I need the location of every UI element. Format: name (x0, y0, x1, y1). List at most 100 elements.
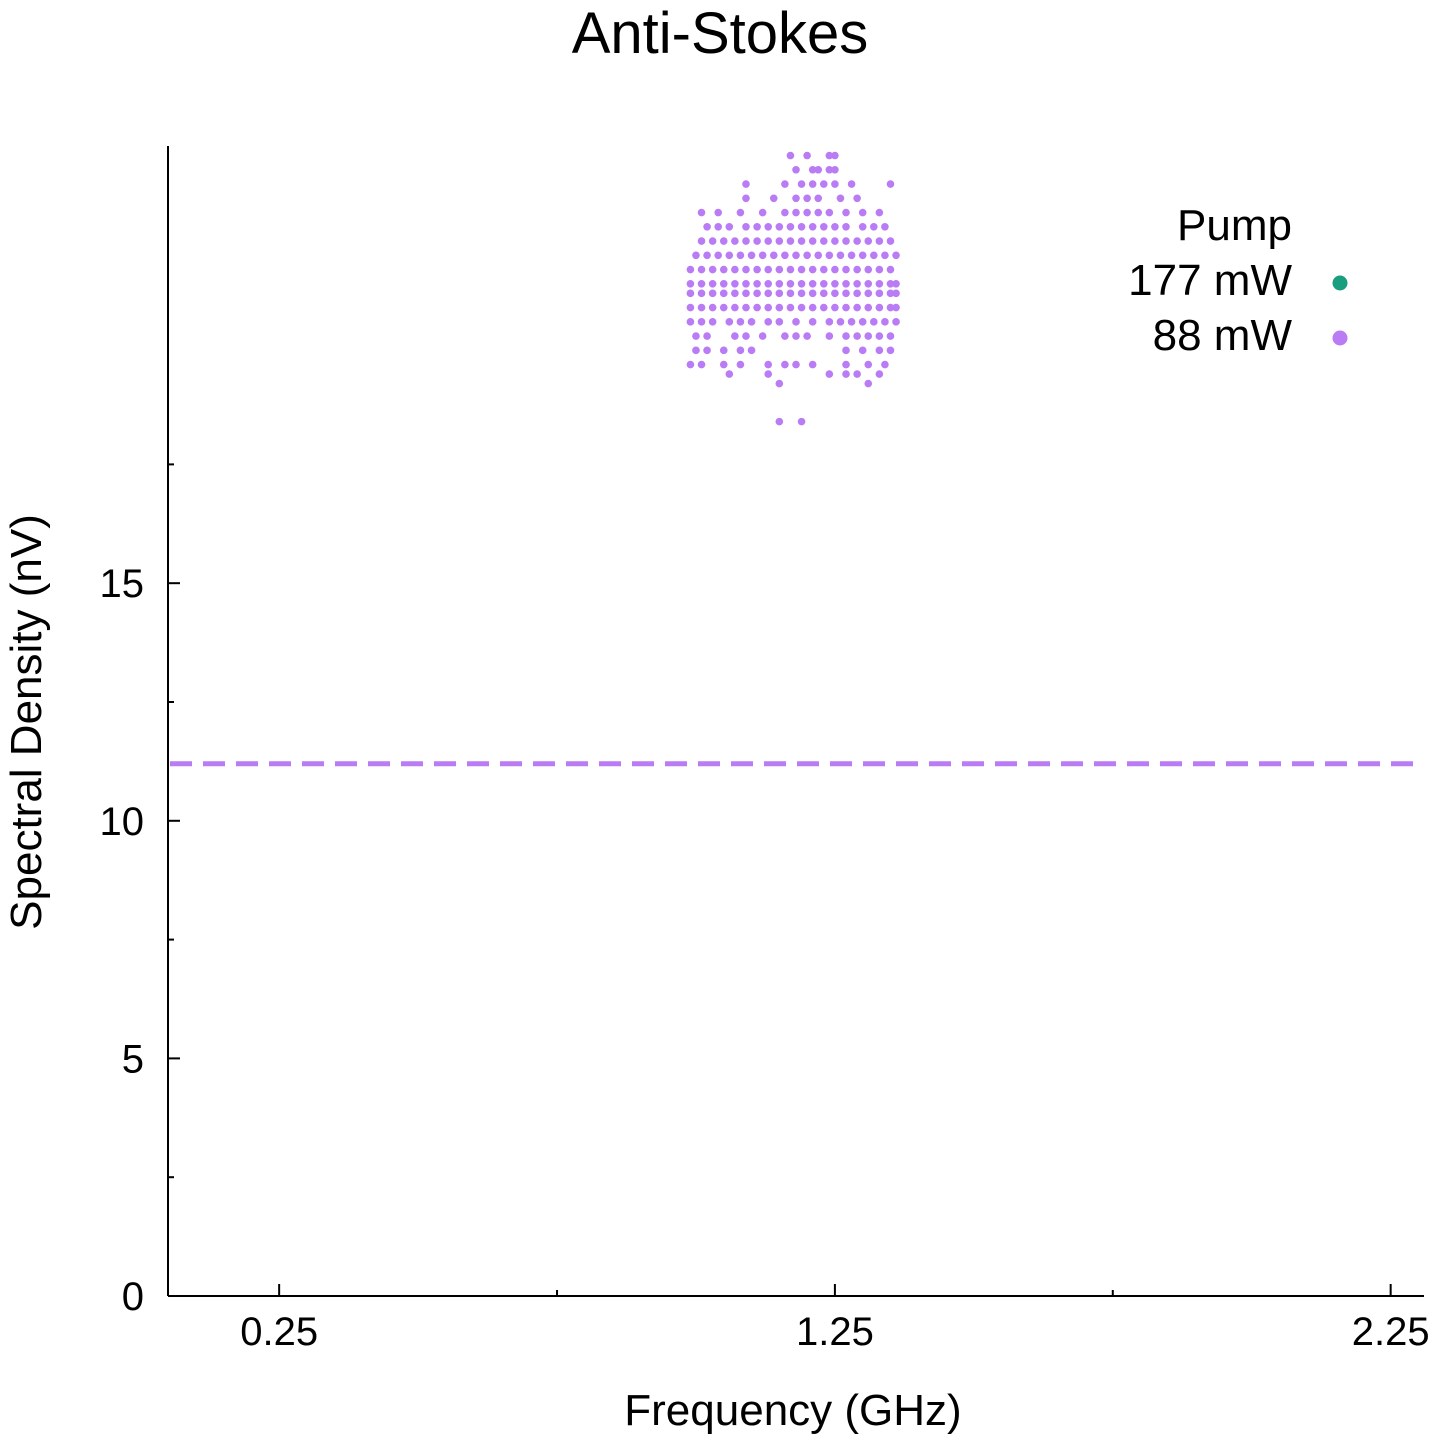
data-point (731, 280, 739, 288)
data-point (831, 151, 839, 160)
data-point (819, 289, 828, 298)
data-point (714, 208, 722, 217)
data-point (747, 251, 756, 260)
y-tick-label: 15 (100, 562, 145, 606)
data-point (864, 289, 873, 298)
data-point (686, 318, 695, 326)
data-point (853, 265, 861, 274)
data-point (781, 360, 789, 369)
data-point (708, 265, 717, 274)
data-point (842, 303, 850, 312)
data-point (853, 289, 861, 298)
data-point (742, 194, 750, 203)
data-point (775, 280, 784, 288)
series-points (686, 151, 900, 426)
data-point (803, 251, 811, 260)
data-point (858, 318, 867, 326)
data-point (747, 318, 756, 326)
data-point (819, 303, 828, 312)
data-point (708, 280, 717, 288)
data-point (714, 222, 722, 231)
data-point (708, 289, 717, 298)
data-point (692, 346, 700, 355)
data-point (825, 318, 834, 326)
data-point (725, 251, 734, 260)
data-point (725, 370, 734, 378)
data-point (881, 222, 889, 231)
data-point (808, 289, 817, 298)
data-point (786, 289, 795, 298)
data-point (764, 370, 773, 378)
data-point (753, 237, 761, 245)
data-point (853, 332, 861, 340)
data-point (758, 332, 767, 340)
data-point (742, 280, 750, 288)
data-point (731, 332, 739, 340)
legend-label: 88 mW (1153, 311, 1293, 360)
data-point (842, 289, 850, 298)
data-point (731, 303, 739, 312)
data-point (842, 280, 850, 288)
data-point (686, 289, 695, 298)
data-point (886, 180, 895, 188)
data-point (686, 360, 695, 369)
data-point (881, 251, 889, 260)
data-point (719, 265, 728, 274)
chart-title: Anti-Stokes (572, 1, 869, 66)
data-point (847, 180, 856, 188)
data-point (775, 379, 784, 388)
data-point (764, 237, 773, 245)
data-point (808, 318, 817, 326)
data-point (836, 251, 845, 260)
data-point (825, 165, 834, 174)
legend-marker (1332, 275, 1348, 291)
data-point (764, 318, 773, 326)
data-point (803, 194, 811, 203)
data-point (792, 332, 800, 340)
x-axis-label: Frequency (GHz) (624, 1386, 961, 1435)
data-point (797, 237, 806, 245)
data-point (808, 165, 817, 174)
y-axis-label: Spectral Density (nV) (2, 514, 51, 930)
data-point (764, 360, 773, 369)
data-point (864, 360, 873, 369)
data-point (797, 180, 806, 188)
data-point (764, 280, 773, 288)
data-point (836, 194, 845, 203)
data-point (819, 265, 828, 274)
data-point (758, 208, 767, 217)
data-point (819, 237, 828, 245)
x-tick-label: 2.25 (1352, 1310, 1430, 1354)
data-point (842, 346, 850, 355)
data-point (736, 346, 745, 355)
data-point (797, 417, 806, 426)
data-point (892, 280, 900, 288)
data-point (775, 265, 784, 274)
data-point (686, 303, 695, 312)
data-point (886, 346, 895, 355)
x-tick-label: 0.25 (240, 1310, 318, 1354)
x-tick-label: 1.25 (796, 1310, 874, 1354)
data-point (819, 180, 828, 188)
data-point (819, 280, 828, 288)
data-point (803, 151, 811, 160)
data-point (803, 332, 811, 340)
data-point (886, 237, 895, 245)
data-point (875, 332, 884, 340)
data-point (781, 208, 789, 217)
data-point (825, 151, 834, 160)
data-point (719, 289, 728, 298)
data-point (881, 360, 889, 369)
data-point (781, 251, 789, 260)
data-point (875, 280, 884, 288)
data-point (842, 370, 850, 378)
data-point (731, 237, 739, 245)
data-point (719, 346, 728, 355)
data-point (725, 222, 734, 231)
data-point (870, 318, 878, 326)
data-point (786, 151, 795, 160)
data-point (731, 289, 739, 298)
data-point (697, 303, 706, 312)
data-point (697, 318, 706, 326)
